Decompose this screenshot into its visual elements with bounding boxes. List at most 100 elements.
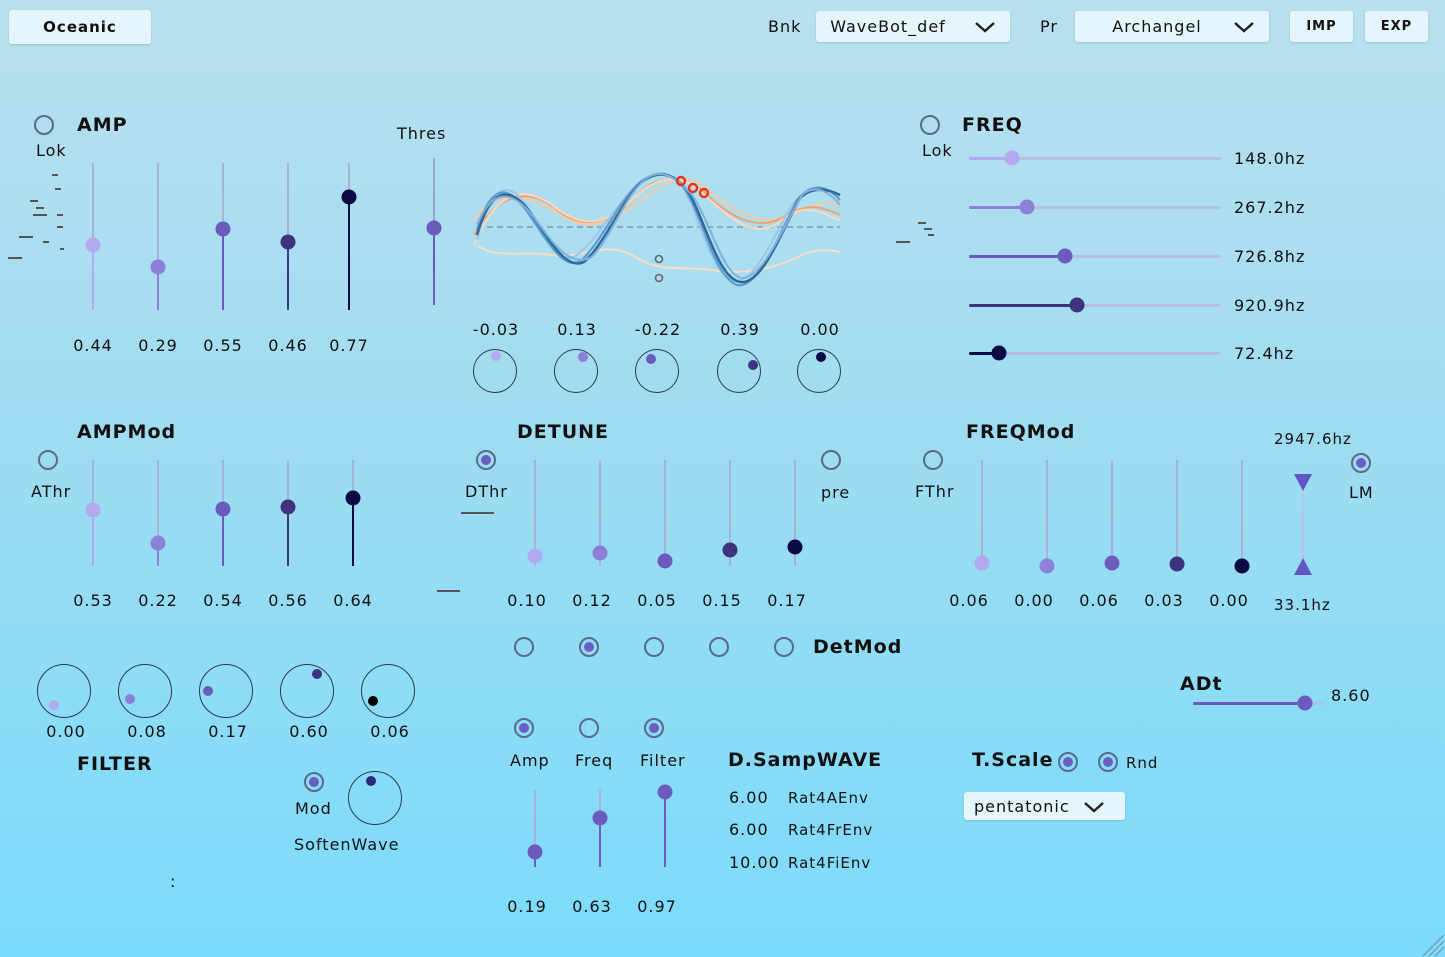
detune-knob-1[interactable] — [473, 349, 517, 393]
preset-dropdown[interactable]: Archangel — [1075, 11, 1269, 42]
freq-value-2: 267.2hz — [1234, 198, 1306, 217]
freq-lock-radio[interactable] — [920, 115, 940, 135]
detune-knob-4[interactable] — [717, 349, 761, 393]
amp-thumb[interactable] — [150, 259, 166, 275]
freqmod-thumb[interactable] — [1169, 556, 1185, 572]
env-amp-radio[interactable] — [514, 718, 534, 738]
env-filter-label: Filter — [640, 751, 686, 770]
ampmod-thumb[interactable] — [345, 490, 361, 506]
export-button[interactable]: EXP — [1365, 11, 1428, 42]
ampmod-thumb[interactable] — [150, 535, 166, 551]
detmod-radio-3[interactable] — [644, 637, 664, 657]
dthr-label: DThr — [465, 482, 508, 501]
rat4aenv-label: Rat4AEnv — [788, 789, 869, 807]
dthr-radio[interactable] — [476, 450, 496, 470]
tscale-radio[interactable] — [1058, 752, 1078, 772]
dthr-dash — [461, 512, 494, 514]
freq-thumb[interactable] — [1057, 248, 1073, 264]
detune-thumb[interactable] — [657, 553, 673, 569]
env-amp-label: Amp — [510, 751, 550, 770]
knob-indicator — [312, 669, 322, 679]
freqmod-thumb[interactable] — [1039, 558, 1055, 574]
ampmod-fill — [222, 508, 224, 566]
pre-label: pre — [821, 483, 851, 502]
env-freq-radio[interactable] — [579, 718, 599, 738]
ampmod-thumb[interactable] — [215, 501, 231, 517]
thres-thumb[interactable] — [426, 220, 442, 236]
freq-value-3: 726.8hz — [1234, 247, 1306, 266]
detmod-radio-5[interactable] — [774, 637, 794, 657]
env-filter-radio[interactable] — [644, 718, 664, 738]
detune-thumb[interactable] — [787, 539, 803, 555]
scale-value: pentatonic — [974, 796, 1070, 816]
adt-thumb[interactable] — [1297, 695, 1313, 711]
amp-thumb[interactable] — [341, 189, 357, 205]
detune-knob-5[interactable] — [797, 349, 841, 393]
range-low-handle-icon[interactable] — [1292, 557, 1314, 577]
detmod-title: DetMod — [813, 636, 903, 658]
rat4frenv-value[interactable]: 6.00 — [729, 820, 769, 839]
detune-thumb[interactable] — [527, 548, 543, 564]
detmod-radio-4[interactable] — [709, 637, 729, 657]
amp-value-5: 0.77 — [329, 336, 369, 355]
detune-thumb[interactable] — [722, 542, 738, 558]
amp-thumb[interactable] — [215, 221, 231, 237]
filter-knob-3[interactable] — [199, 664, 253, 718]
thres-label: Thres — [397, 124, 447, 143]
env-thumb[interactable] — [592, 810, 608, 826]
knob-indicator — [748, 360, 758, 370]
freq-thumb[interactable] — [1004, 150, 1020, 166]
ampmod-thumb[interactable] — [85, 502, 101, 518]
bank-dropdown[interactable]: WaveBot_def — [816, 11, 1010, 42]
range-high-handle-icon[interactable] — [1292, 472, 1314, 492]
env-thumb[interactable] — [527, 844, 543, 860]
scale-dropdown[interactable]: pentatonic — [964, 792, 1125, 820]
amp-value-2: 0.29 — [138, 336, 178, 355]
filter-knob-5[interactable] — [361, 664, 415, 718]
freq-thumb[interactable] — [1069, 297, 1085, 313]
amp-thumb[interactable] — [85, 237, 101, 253]
freq-track — [969, 206, 1221, 209]
rat4frenv-label: Rat4FrEnv — [788, 821, 874, 839]
pre-radio[interactable] — [821, 450, 841, 470]
preset-title-button[interactable]: Oceanic — [9, 10, 151, 44]
amp-fill — [222, 229, 224, 310]
freqmod-track — [1111, 460, 1113, 566]
filter-knob-2[interactable] — [118, 664, 172, 718]
filter-knob-4[interactable] — [280, 664, 334, 718]
mod-radio[interactable] — [304, 772, 324, 792]
filter-knob-1[interactable] — [37, 664, 91, 718]
freqmod-thumb[interactable] — [974, 555, 990, 571]
rat4fienv-value[interactable]: 10.00 — [729, 853, 780, 872]
detmod-radio-2[interactable] — [579, 637, 599, 657]
detune-thumb[interactable] — [592, 545, 608, 561]
amp-lock-radio[interactable] — [34, 115, 54, 135]
rnd-radio[interactable] — [1098, 752, 1118, 772]
knob-indicator — [49, 700, 59, 710]
amp-thumb[interactable] — [280, 234, 296, 250]
ampmod-value-2: 0.22 — [138, 591, 178, 610]
ampmod-value-5: 0.64 — [333, 591, 373, 610]
detune-knob-3[interactable] — [635, 349, 679, 393]
import-label: IMP — [1306, 19, 1337, 34]
freqmod-thumb[interactable] — [1104, 555, 1120, 571]
rat4fienv-label: Rat4FiEnv — [788, 854, 872, 872]
athr-radio[interactable] — [38, 450, 58, 470]
freq-thumb[interactable] — [1019, 199, 1035, 215]
amp-value-3: 0.55 — [203, 336, 243, 355]
rat4aenv-value[interactable]: 6.00 — [729, 788, 769, 807]
fthr-radio[interactable] — [923, 450, 943, 470]
env-thumb[interactable] — [657, 784, 673, 800]
freqmod-thumb[interactable] — [1234, 558, 1250, 574]
knob-value-1: -0.03 — [472, 320, 520, 339]
ampmod-thumb[interactable] — [280, 499, 296, 515]
resize-grip-icon[interactable] — [1420, 930, 1445, 957]
soften-wave-knob[interactable] — [348, 771, 402, 825]
lm-radio[interactable] — [1351, 453, 1371, 473]
freqmod-value-4: 0.03 — [1144, 591, 1184, 610]
freq-thumb[interactable] — [991, 345, 1007, 361]
detune-knob-2[interactable] — [554, 349, 598, 393]
fthr-label: FThr — [915, 482, 955, 501]
detmod-radio-1[interactable] — [514, 637, 534, 657]
import-button[interactable]: IMP — [1290, 11, 1353, 42]
